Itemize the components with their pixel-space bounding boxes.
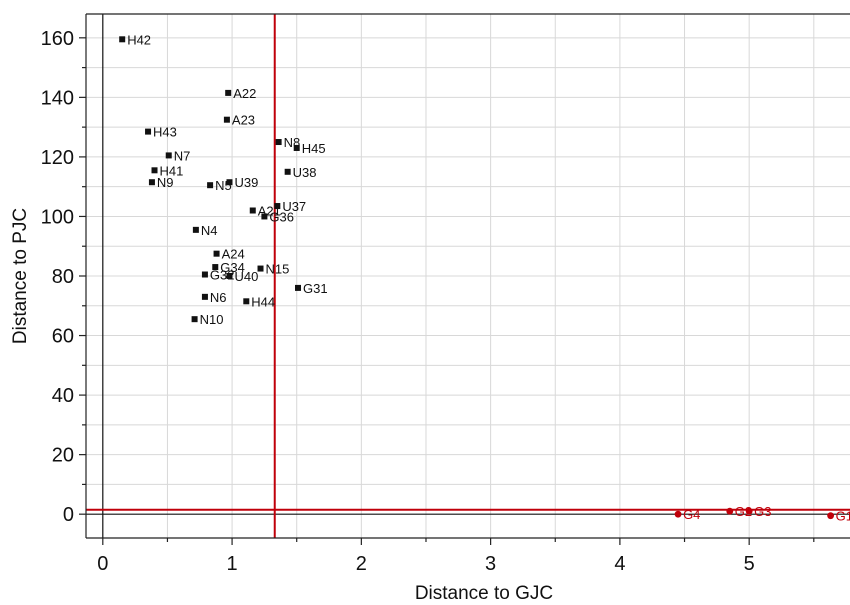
data-point [223,116,230,123]
data-point-label: H41 [160,163,184,178]
data-point-label: H43 [153,125,177,140]
data-point [213,250,220,257]
data-point-label: G31 [303,281,328,296]
data-point-label: A22 [233,86,256,101]
x-tick-label: 0 [97,553,108,575]
data-point-label: N7 [174,148,191,163]
data-point-label: G1 [836,509,850,524]
y-axis-title: Distance to PJC [10,208,31,344]
data-point-label: U37 [282,199,306,214]
data-point-label: U39 [234,175,258,190]
y-tick-label: 20 [52,445,74,467]
data-point [226,273,233,279]
data-point [225,89,232,96]
tick-marks [79,37,815,545]
data-point [284,168,291,175]
y-tick-label: 160 [41,28,74,50]
x-axis-title: Distance to GJC [415,583,553,604]
data-point [207,182,214,189]
data-point-label: H44 [251,294,275,309]
y-tick-label: 0 [63,504,74,526]
x-tick-label: 2 [356,553,367,575]
data-point [165,152,172,159]
data-point [674,510,682,518]
data-point [148,179,155,186]
y-tick-label: 140 [41,87,74,109]
x-tick-labels: 0 1 2 3 4 5 [97,553,754,575]
data-point-label: U40 [234,269,258,284]
data-point [745,507,753,515]
data-point [201,271,208,278]
y-tick-labels: 0 20 40 60 80 100 120 140 160 [41,28,74,526]
data-point [249,207,256,214]
y-tick-label: 80 [52,266,74,288]
data-point-label: G4 [683,507,700,522]
y-tick-label: 60 [52,326,74,348]
data-point [726,507,734,515]
x-tick-label: 1 [227,553,238,575]
data-point [293,144,300,151]
y-tick-label: 40 [52,385,74,407]
data-point [274,203,281,210]
data-point [192,226,199,233]
data-point-label: H42 [127,32,151,47]
data-point [151,167,158,174]
y-tick-label: 120 [41,147,74,169]
data-point [201,293,208,300]
data-point-label: A23 [232,113,255,128]
data-point-label: N15 [266,262,290,277]
data-point [145,128,152,135]
x-tick-label: 5 [744,553,755,575]
gridlines [86,14,850,538]
data-point-label: G34 [220,260,245,275]
data-point [827,512,835,520]
reference-lines [86,14,850,538]
data-point-label: G36 [269,209,294,224]
data-point-label: A24 [222,247,245,262]
data-point [243,298,250,305]
data-point-label: N6 [210,290,227,305]
data-point [212,264,219,271]
y-tick-label: 100 [41,206,74,228]
x-tick-label: 4 [614,553,625,575]
data-point-label: H45 [302,141,326,156]
data-point [275,139,282,146]
data-point [261,213,268,220]
x-tick-label: 3 [485,553,496,575]
data-point [191,316,198,323]
data-point-label: U38 [293,165,317,180]
data-point [119,36,126,43]
data-point-label: G3 [754,504,771,519]
data-point-label: N10 [200,312,224,327]
data-point-label: N9 [157,175,174,190]
data-point-label: N4 [201,223,218,238]
data-point [226,179,233,186]
data-point [295,284,302,291]
data-point [257,265,264,272]
data-point-label: G2 [735,504,752,519]
